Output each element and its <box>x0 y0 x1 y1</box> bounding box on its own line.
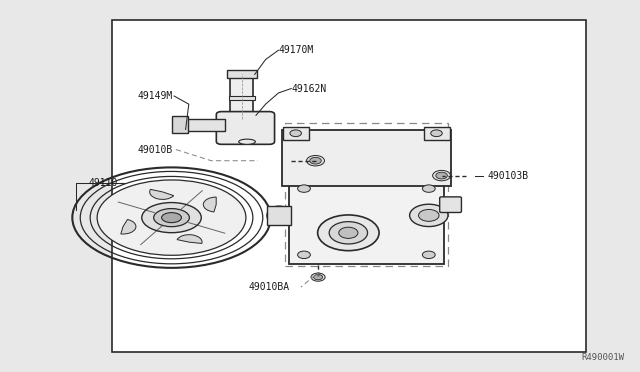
FancyBboxPatch shape <box>267 206 291 225</box>
FancyBboxPatch shape <box>424 127 450 140</box>
FancyBboxPatch shape <box>230 74 253 119</box>
Wedge shape <box>204 197 216 212</box>
FancyBboxPatch shape <box>183 119 225 131</box>
Circle shape <box>290 130 301 137</box>
Text: 49149M: 49149M <box>138 91 173 101</box>
Circle shape <box>431 130 442 137</box>
Ellipse shape <box>239 139 255 144</box>
Circle shape <box>422 185 435 192</box>
Wedge shape <box>150 189 173 199</box>
Wedge shape <box>177 235 202 243</box>
Text: 49110: 49110 <box>88 178 118 188</box>
Text: R490001W: R490001W <box>581 353 624 362</box>
Circle shape <box>339 227 358 238</box>
FancyBboxPatch shape <box>112 20 586 352</box>
Wedge shape <box>121 219 136 234</box>
Text: 49170M: 49170M <box>278 45 314 55</box>
Circle shape <box>419 209 439 221</box>
Text: 49010BA: 49010BA <box>248 282 289 292</box>
Circle shape <box>298 251 310 259</box>
Circle shape <box>410 204 448 227</box>
Circle shape <box>311 273 325 281</box>
Circle shape <box>310 157 321 164</box>
FancyBboxPatch shape <box>282 129 451 186</box>
FancyBboxPatch shape <box>283 127 309 140</box>
Ellipse shape <box>142 202 201 233</box>
FancyBboxPatch shape <box>440 197 461 212</box>
Circle shape <box>298 185 310 192</box>
Ellipse shape <box>162 213 182 222</box>
FancyBboxPatch shape <box>172 116 188 133</box>
Ellipse shape <box>97 180 246 255</box>
FancyBboxPatch shape <box>227 70 257 78</box>
FancyBboxPatch shape <box>216 112 275 144</box>
Ellipse shape <box>267 206 291 225</box>
FancyBboxPatch shape <box>229 96 255 100</box>
Circle shape <box>436 172 447 179</box>
FancyBboxPatch shape <box>289 178 444 264</box>
Circle shape <box>317 215 379 251</box>
Text: 490103B: 490103B <box>488 171 529 180</box>
Circle shape <box>307 155 324 166</box>
Text: 49162N: 49162N <box>291 84 326 93</box>
Ellipse shape <box>154 209 189 227</box>
Circle shape <box>329 222 367 244</box>
Circle shape <box>433 170 451 181</box>
Text: 49010B: 49010B <box>138 145 173 154</box>
Circle shape <box>422 251 435 259</box>
Circle shape <box>314 275 323 280</box>
